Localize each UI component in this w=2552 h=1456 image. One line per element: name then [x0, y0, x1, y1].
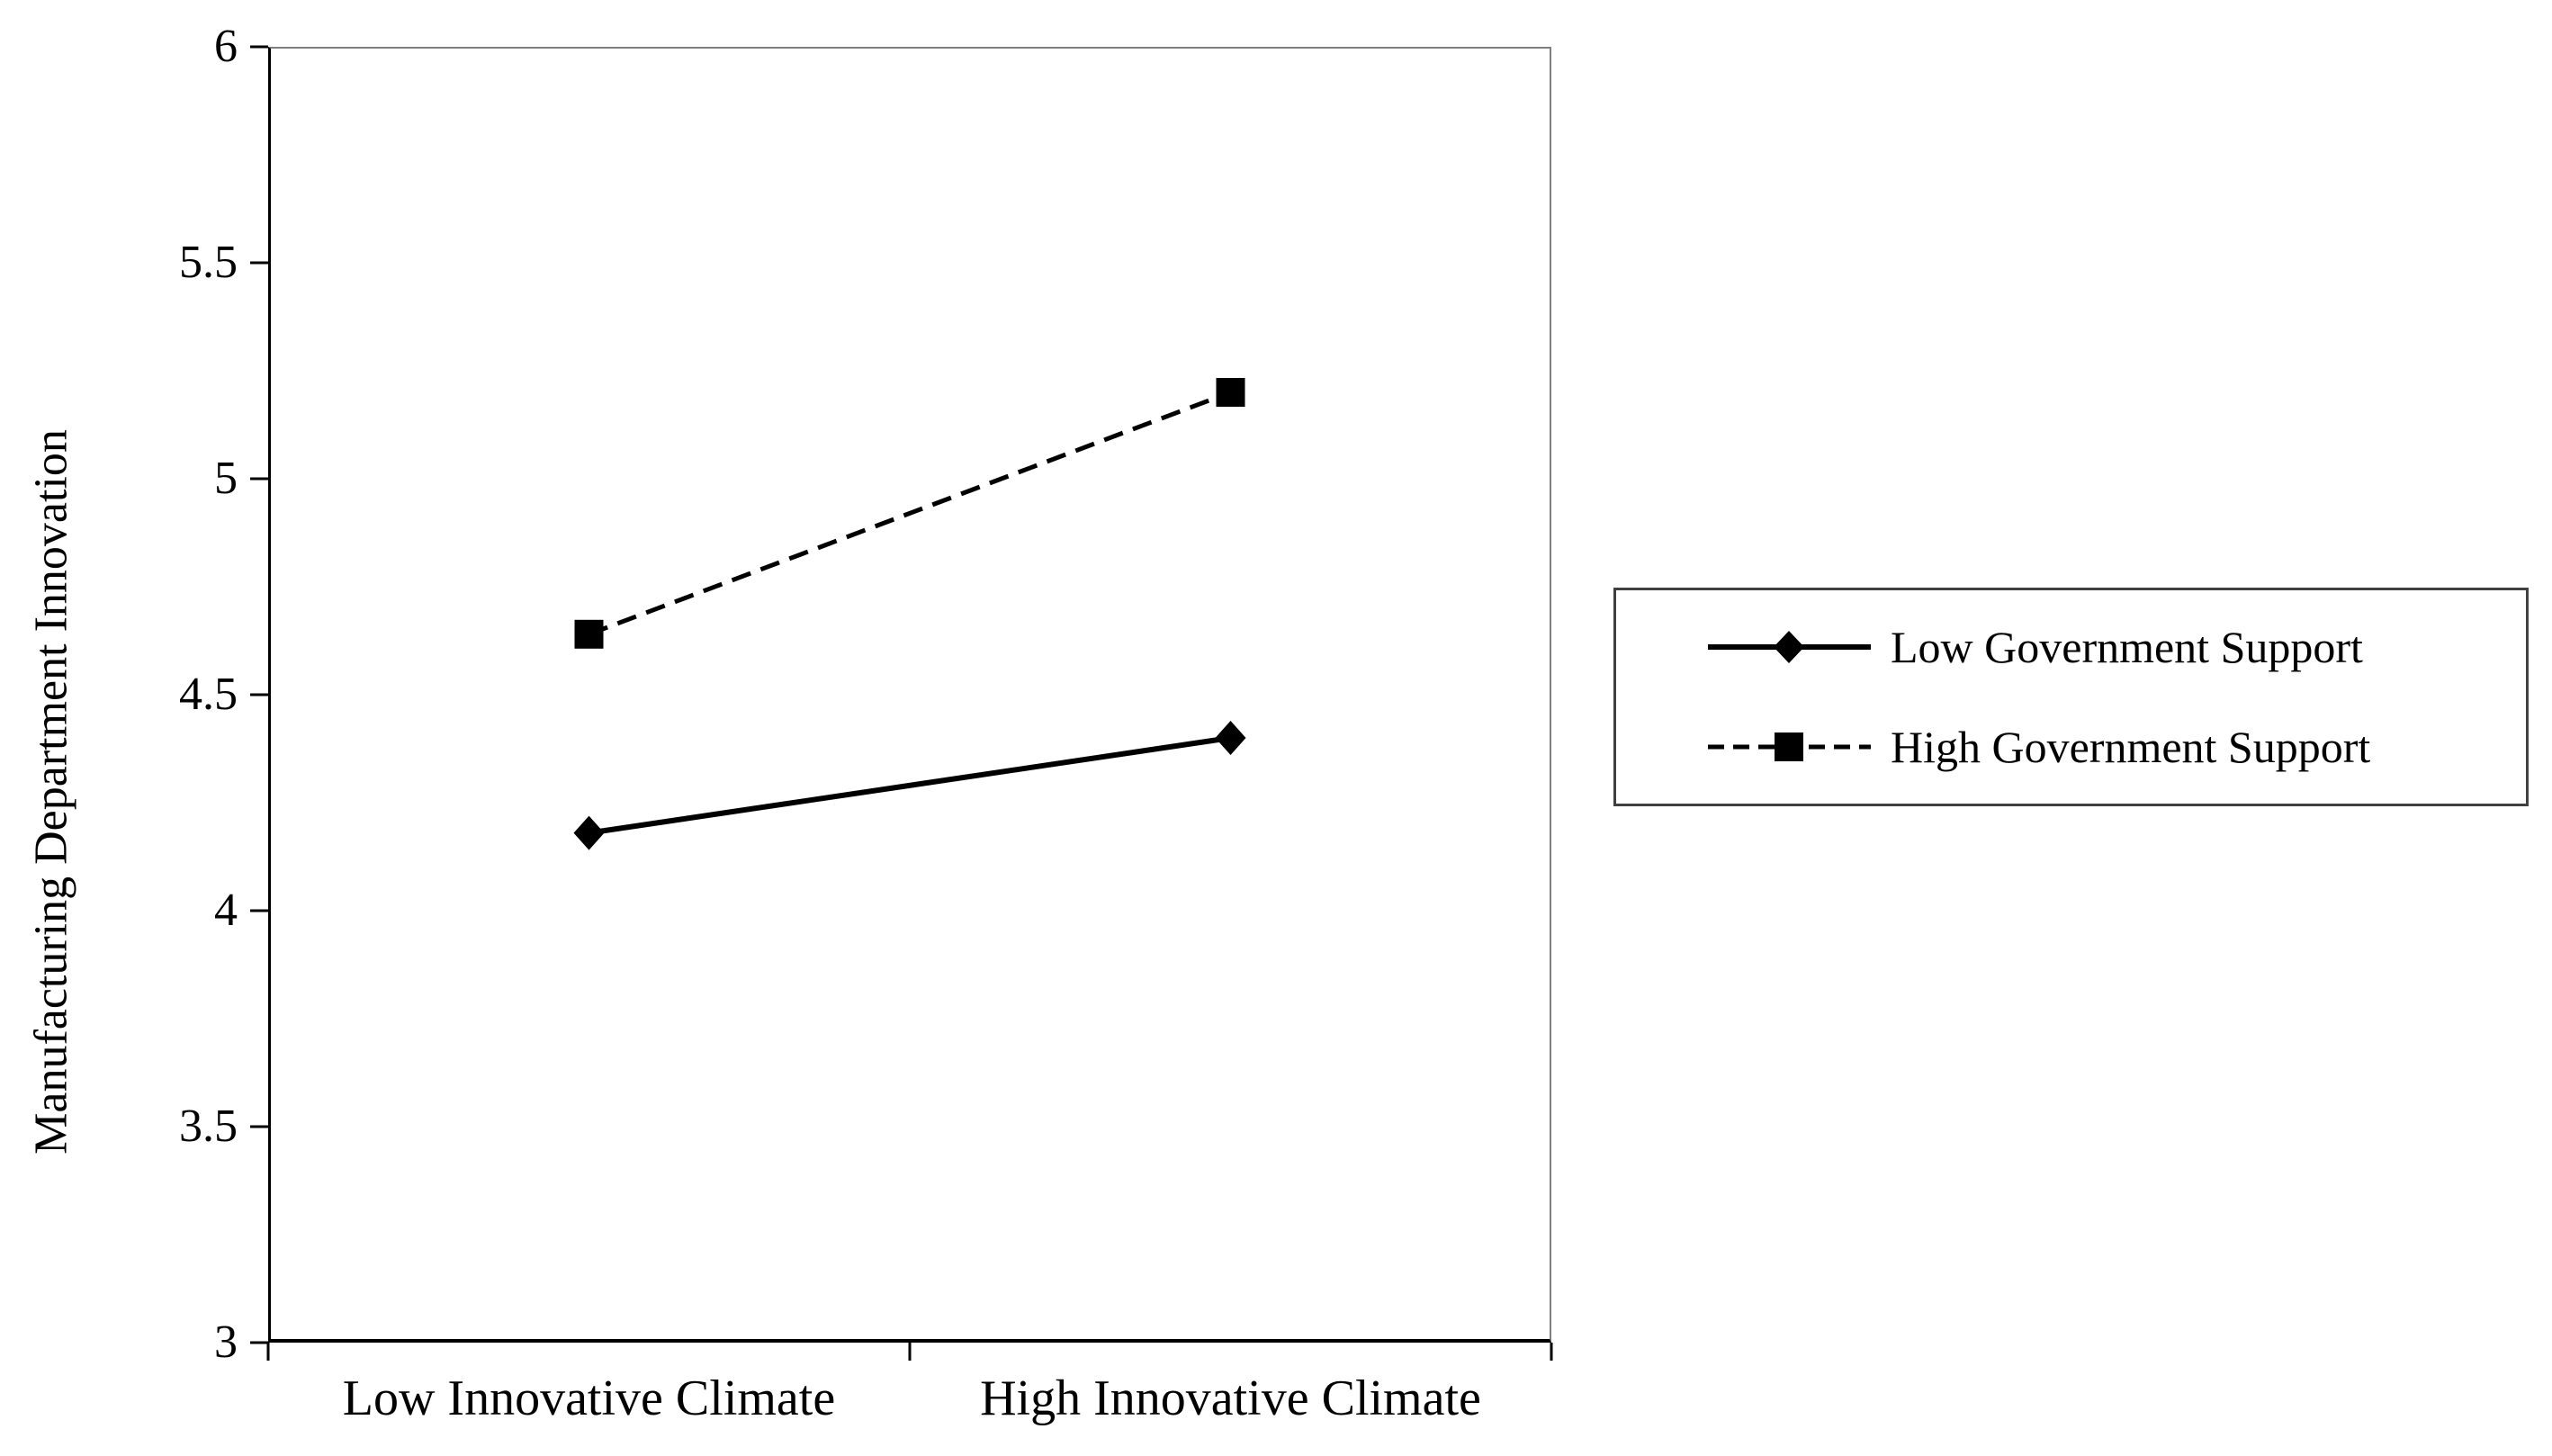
legend: Low Government Support High Government Su… — [1613, 588, 2529, 806]
legend-item: High Government Support — [1706, 718, 2517, 776]
plot-area — [268, 47, 1551, 1343]
y-axis-title: Manufacturing Department Innovation — [25, 429, 77, 1155]
legend-item: Low Government Support — [1706, 618, 2517, 676]
square-marker-icon — [1775, 732, 1803, 761]
y-tick-label: 5.5 — [179, 237, 238, 288]
diamond-marker-icon — [1708, 631, 1871, 664]
y-tick-label: 3 — [214, 1317, 238, 1368]
x-category-label: High Innovative Climate — [980, 1371, 1481, 1426]
square-marker-icon — [1708, 732, 1871, 761]
legend-label: High Government Support — [1891, 721, 2371, 772]
diamond-marker-icon — [1774, 631, 1804, 664]
legend-label: Low Government Support — [1891, 622, 2363, 673]
y-tick-label: 4.5 — [179, 669, 238, 720]
y-tick-label: 5 — [214, 453, 238, 504]
y-tick-label: 3.5 — [179, 1101, 238, 1152]
x-category-label: Low Innovative Climate — [342, 1371, 836, 1426]
y-tick-label: 6 — [214, 21, 238, 72]
y-tick-label: 4 — [214, 885, 238, 936]
